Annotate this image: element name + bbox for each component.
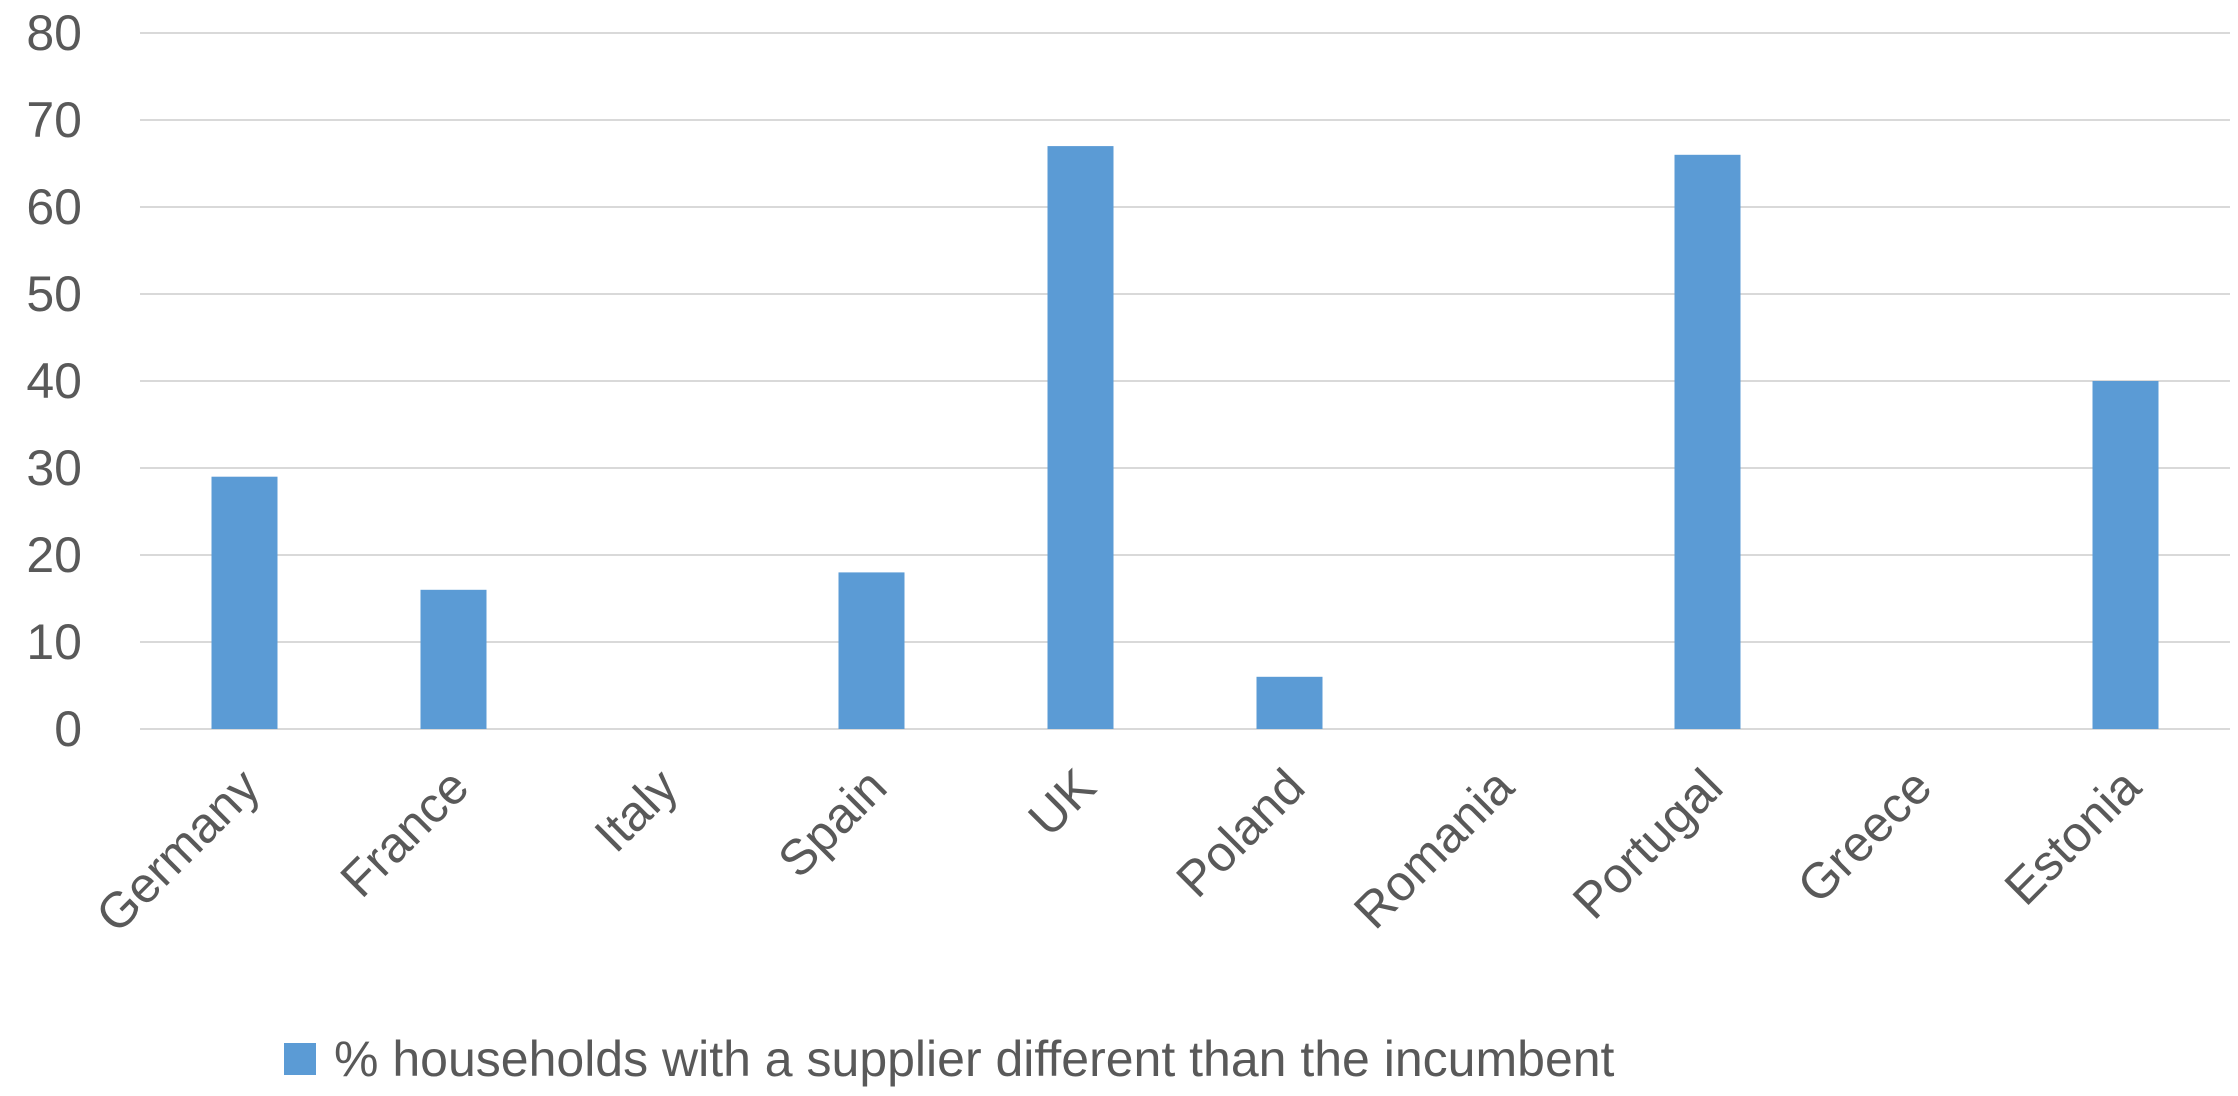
x-tick-label-germany: Germany	[85, 758, 270, 943]
bar-germany	[211, 476, 278, 729]
legend-label: % households with a supplier different t…	[334, 1031, 1615, 1087]
bar-uk	[1047, 146, 1114, 730]
legend-swatch	[284, 1043, 316, 1075]
y-tick-label: 30	[26, 440, 82, 496]
y-tick-label: 80	[26, 5, 82, 61]
x-tick-label-romania: Romania	[1343, 758, 1524, 939]
x-axis-tick-labels: Germany France Italy Spain UK Poland Romania Po…	[85, 758, 2151, 943]
y-tick-label: 70	[26, 92, 82, 148]
x-tick-label-uk: UK	[1018, 758, 1107, 847]
y-tick-label: 0	[54, 701, 82, 757]
y-axis-tick-labels: 0 10 20 30 40 50 60 70 80	[26, 5, 82, 757]
gridlines	[140, 32, 2230, 730]
y-tick-label: 10	[26, 614, 82, 670]
bars	[211, 146, 2159, 730]
x-tick-label-france: France	[330, 758, 480, 908]
x-tick-label-spain: Spain	[767, 758, 897, 888]
bar-france	[420, 589, 487, 729]
bar-poland	[1256, 676, 1323, 729]
y-tick-label: 50	[26, 266, 82, 322]
bar-estonia	[2092, 381, 2159, 729]
bar-portugal	[1674, 154, 1741, 730]
x-tick-label-italy: Italy	[584, 758, 688, 862]
y-tick-label: 60	[26, 179, 82, 235]
y-tick-label: 40	[26, 353, 82, 409]
bar-spain	[838, 572, 905, 729]
x-tick-label-portugal: Portugal	[1562, 758, 1733, 929]
x-tick-label-greece: Greece	[1787, 758, 1943, 914]
x-tick-label-poland: Poland	[1166, 758, 1316, 908]
x-tick-label-estonia: Estonia	[1994, 758, 2152, 916]
y-tick-label: 20	[26, 527, 82, 583]
legend: % households with a supplier different t…	[284, 1034, 1614, 1084]
